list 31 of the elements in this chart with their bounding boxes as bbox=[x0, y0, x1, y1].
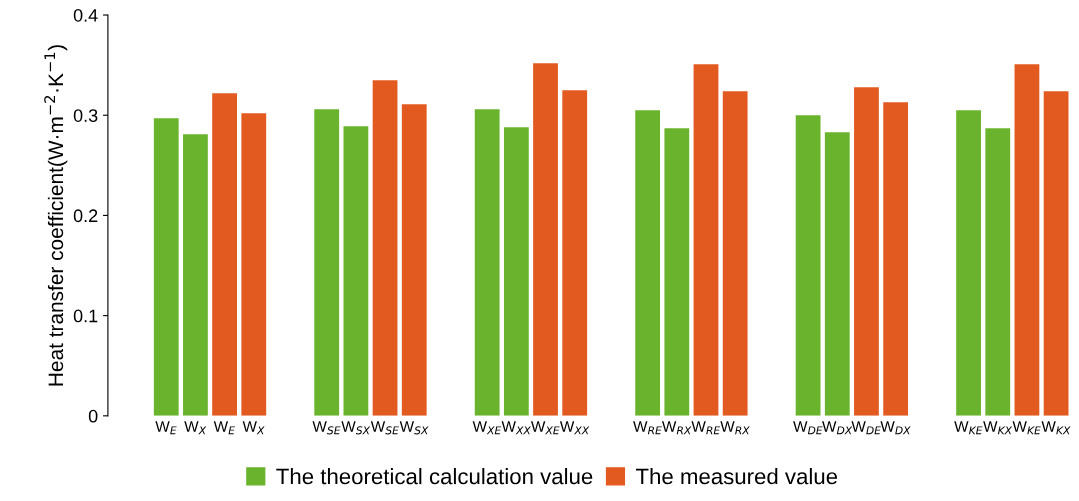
x-tick-label: W$_{XE}$ bbox=[472, 421, 502, 435]
x-tick-label: W$_{X}$ bbox=[242, 421, 265, 435]
x-tick-label: W$_{SX}$ bbox=[399, 421, 429, 435]
x-tick-label: W$_{XE}$ bbox=[531, 421, 560, 435]
x-tick-label: W$_{XX}$ bbox=[559, 421, 590, 435]
x-tick-label: W$_{KE}$ bbox=[1012, 421, 1041, 435]
x-tick-label: W$_{X}$ bbox=[184, 421, 207, 435]
y-tick-label: 0.1 bbox=[73, 309, 98, 323]
x-tick-label: W$_{RX}$ bbox=[661, 421, 692, 435]
y-tick-label: 0.2 bbox=[73, 209, 98, 223]
x-tick-label: W$_{E}$ bbox=[155, 421, 177, 435]
y-tick-label: 0.4 bbox=[73, 8, 98, 22]
x-tick-label: W$_{KX}$ bbox=[983, 421, 1013, 435]
x-tick-label: W$_{KX}$ bbox=[1041, 421, 1071, 435]
legend-label: The measured value bbox=[635, 468, 838, 485]
x-tick-label: W$_{RX}$ bbox=[720, 421, 750, 435]
x-tick-label: W$_{DE}$ bbox=[851, 421, 881, 435]
x-tick-label: W$_{SE}$ bbox=[312, 421, 341, 435]
x-tick-label: W$_{SX}$ bbox=[341, 421, 371, 435]
x-tick-label: W$_{XX}$ bbox=[501, 421, 531, 435]
x-tick-label: W$_{E}$ bbox=[213, 421, 235, 435]
x-tick-label: W$_{DX}$ bbox=[880, 421, 911, 435]
y-tick-label: 0.3 bbox=[73, 109, 98, 122]
x-tick-label: W$_{SE}$ bbox=[370, 421, 399, 435]
y-axis-title: Heat transfer coefficient(W·m$^{−2}$·K$^{−1}$) bbox=[44, 45, 68, 386]
legend-label: The theoretical calculation value bbox=[276, 468, 593, 485]
x-tick-label: W$_{RE}$ bbox=[633, 421, 662, 435]
x-tick-label: W$_{KE}$ bbox=[954, 421, 983, 435]
x-tick-label: W$_{DE}$ bbox=[793, 421, 823, 435]
x-tick-label: W$_{RE}$ bbox=[691, 421, 721, 435]
y-tick-label: 0 bbox=[88, 409, 98, 423]
